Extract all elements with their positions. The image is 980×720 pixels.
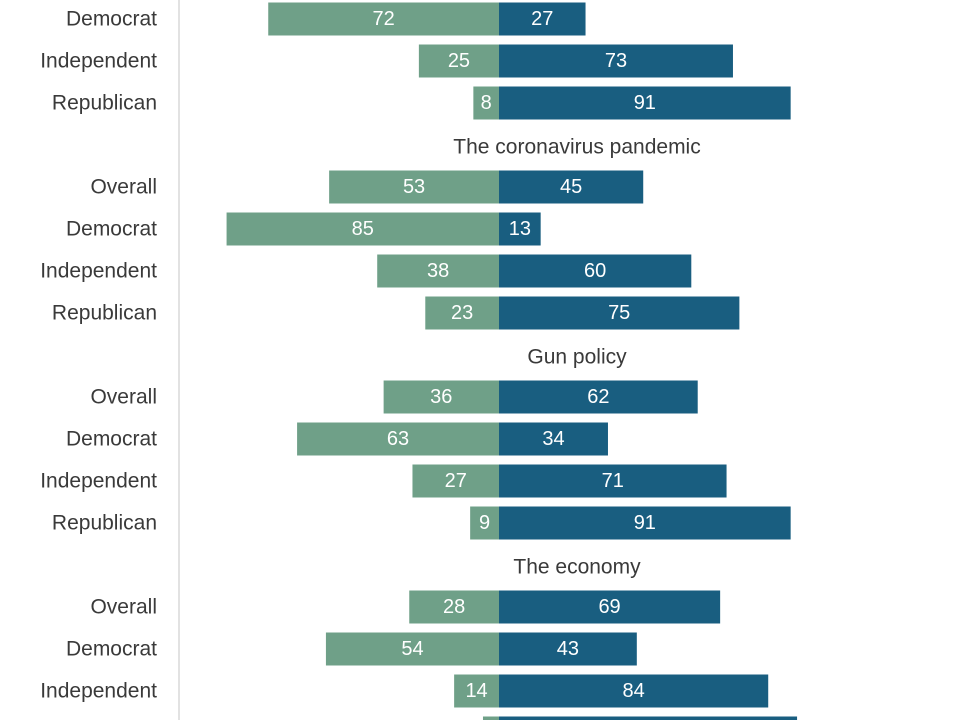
right-bar: [499, 170, 644, 204]
category-label: Democrat: [66, 428, 157, 451]
right-value-label: 91: [634, 512, 656, 534]
left-bar: [418, 44, 499, 78]
right-value-label: 73: [605, 50, 627, 72]
right-bar: [499, 212, 541, 246]
category-label: Overall: [90, 386, 157, 409]
category-label: Independent: [40, 470, 157, 493]
right-bar: [499, 674, 769, 708]
left-bar: [268, 2, 499, 36]
left-value-label: 53: [403, 176, 425, 198]
category-label: Overall: [90, 596, 157, 619]
right-value-label: 45: [560, 176, 582, 198]
right-bar: [499, 506, 791, 540]
left-value-label: 54: [401, 638, 423, 660]
left-value-label: 25: [448, 50, 470, 72]
right-value-label: 34: [542, 428, 564, 450]
right-bar: [499, 44, 733, 78]
right-bar: [499, 716, 798, 720]
group-title: The coronavirus pandemic: [453, 136, 700, 159]
left-value-label: 38: [427, 260, 449, 282]
category-label: Republican: [52, 92, 157, 115]
right-value-label: 62: [587, 386, 609, 408]
left-bar: [409, 590, 499, 624]
category-label: Independent: [40, 50, 157, 73]
left-value-label: 14: [465, 680, 487, 702]
left-value-label: 8: [481, 92, 492, 114]
category-label: Overall: [90, 176, 157, 199]
group-title: The economy: [513, 556, 641, 579]
right-bar: [499, 380, 698, 414]
left-value-label: 63: [387, 428, 409, 450]
category-label: Independent: [40, 260, 157, 283]
right-bar: [499, 2, 586, 36]
right-value-label: 71: [602, 470, 624, 492]
right-bar: [499, 254, 692, 288]
category-label: Republican: [52, 302, 157, 325]
category-label: Independent: [40, 680, 157, 703]
left-bar: [470, 506, 499, 540]
category-label: Republican: [52, 512, 157, 535]
left-value-label: 85: [352, 218, 374, 240]
left-bar: [226, 212, 499, 246]
right-bar: [499, 86, 791, 120]
left-bar: [325, 632, 499, 666]
right-value-label: 13: [509, 218, 531, 240]
right-bar: [499, 464, 727, 498]
right-value-label: 91: [634, 92, 656, 114]
left-bar: [297, 422, 499, 456]
left-value-label: 72: [372, 8, 394, 30]
left-value-label: 36: [430, 386, 452, 408]
left-value-label: 9: [479, 512, 490, 534]
left-bar: [473, 86, 499, 120]
left-value-label: 28: [443, 596, 465, 618]
left-bar: [425, 296, 499, 330]
right-bar: [499, 632, 637, 666]
left-bar: [383, 380, 499, 414]
category-label: Democrat: [66, 218, 157, 241]
right-value-label: 60: [584, 260, 606, 282]
left-bar: [482, 716, 499, 720]
category-label: Democrat: [66, 638, 157, 661]
right-value-label: 84: [622, 680, 644, 702]
right-value-label: 75: [608, 302, 630, 324]
right-value-label: 69: [598, 596, 620, 618]
right-value-label: 27: [531, 8, 553, 30]
right-bar: [499, 296, 740, 330]
right-bar: [499, 590, 721, 624]
left-bar: [377, 254, 499, 288]
left-bar: [412, 464, 499, 498]
category-label: Democrat: [66, 8, 157, 31]
left-bar: [454, 674, 499, 708]
left-value-label: 27: [445, 470, 467, 492]
right-bar: [499, 422, 608, 456]
left-bar: [329, 170, 499, 204]
group-title: Gun policy: [527, 346, 627, 369]
right-value-label: 43: [557, 638, 579, 660]
left-value-label: 23: [451, 302, 473, 324]
